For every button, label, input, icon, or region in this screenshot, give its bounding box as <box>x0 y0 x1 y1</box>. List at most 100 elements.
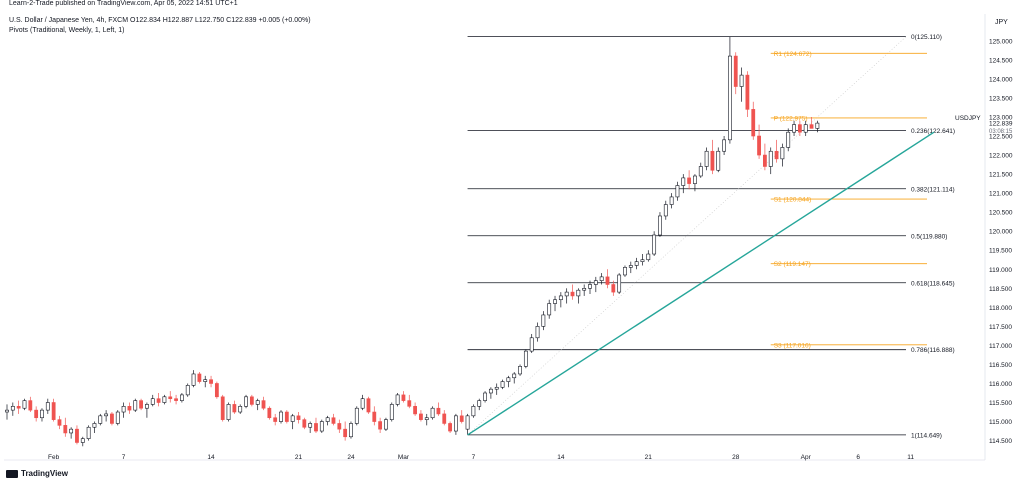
trendline[interactable] <box>467 131 935 436</box>
candle <box>529 333 534 354</box>
candle <box>541 311 546 331</box>
price-tick-label: 119.500 <box>989 248 1012 255</box>
time-tick-label: 11 <box>907 454 914 461</box>
candle <box>459 410 464 424</box>
fib-level-label: 1(114.649) <box>911 432 942 439</box>
price-tick-label: 120.500 <box>989 210 1013 217</box>
price-tick-label: 117.500 <box>989 324 1012 331</box>
candle-body <box>22 400 27 409</box>
candle-body <box>762 154 767 167</box>
candle <box>209 375 213 388</box>
candle <box>98 413 103 426</box>
fib-level-label: 0.236(122.641) <box>911 128 955 135</box>
time-tick-label: Feb <box>48 454 60 461</box>
candle <box>669 193 674 209</box>
candle <box>652 231 657 256</box>
candle <box>261 396 266 411</box>
price-axis[interactable]: 125.000 124.500 124.000 123.500 123.000 122.5… <box>955 14 1013 460</box>
candle-body <box>127 406 132 411</box>
candle-body <box>722 139 726 152</box>
candle-body <box>156 398 161 403</box>
candle <box>80 436 85 447</box>
time-tick-label: 21 <box>645 454 653 461</box>
candle-body <box>284 411 289 422</box>
candle-body <box>302 419 307 428</box>
candle <box>401 391 406 403</box>
candle <box>430 406 435 420</box>
candle <box>238 404 243 414</box>
price-tick-label: 121.500 <box>989 172 1013 179</box>
candle-body <box>308 423 313 428</box>
candle <box>366 396 371 414</box>
candle <box>150 394 155 407</box>
candle <box>290 413 295 430</box>
candle <box>51 398 56 422</box>
candle-body <box>51 402 56 420</box>
candle <box>722 136 726 156</box>
tradingview-logo-icon <box>6 469 18 478</box>
candle <box>226 402 231 422</box>
pivot-level-label: R1 (124.672) <box>774 51 812 58</box>
candle <box>483 391 487 403</box>
candle-body <box>774 150 779 160</box>
candle <box>28 396 33 413</box>
pivot-level-label: S3 (117.016) <box>774 342 811 349</box>
candle <box>407 394 412 409</box>
footer: TradingView <box>0 466 1024 485</box>
candle-body <box>815 122 820 129</box>
candle <box>115 410 120 426</box>
candle <box>22 398 27 411</box>
ascending-trendline[interactable] <box>467 131 935 436</box>
candle <box>547 299 552 319</box>
candle-body <box>384 419 388 430</box>
price-tick-label: 115.500 <box>989 400 1012 407</box>
candle-body <box>314 423 318 432</box>
candle <box>45 398 50 414</box>
candle-body <box>588 284 592 289</box>
symbol-label: USDJPY <box>955 115 981 122</box>
candle-body <box>582 287 587 291</box>
candle-body <box>593 280 598 285</box>
candle-body <box>786 131 791 148</box>
candle <box>174 394 178 405</box>
candle-body <box>751 109 756 137</box>
candle <box>168 391 173 403</box>
candle-body <box>407 400 412 407</box>
candle-body <box>261 400 266 409</box>
price-tick-label: 123.000 <box>989 114 1013 121</box>
candle-body <box>279 411 283 422</box>
candle <box>331 413 336 426</box>
candle <box>191 370 196 388</box>
candle-body <box>558 295 563 301</box>
candle <box>564 288 569 304</box>
price-tick-label: 117.000 <box>989 343 1012 350</box>
candle <box>308 421 313 433</box>
candle-body <box>535 326 540 339</box>
time-tick-label: 24 <box>347 454 355 461</box>
candle-body <box>80 438 85 443</box>
candle-body <box>57 419 62 426</box>
candle-body <box>792 124 796 133</box>
price-chart[interactable]: 0(125.110) 0.236(122.641) 0.382(121.114) 0.… <box>0 0 1024 466</box>
price-tick-label: 116.000 <box>989 381 1012 388</box>
candle <box>203 375 208 388</box>
candle <box>570 284 575 300</box>
candle-body <box>797 124 802 133</box>
candle-body <box>465 415 470 430</box>
candle-body <box>768 150 773 167</box>
time-axis[interactable]: Feb 7 14 21 24 Mar 7 14 21 28 Apr 6 11 <box>4 454 985 461</box>
candle <box>634 257 639 270</box>
candle-body <box>244 396 248 407</box>
candle <box>518 364 522 376</box>
candle <box>395 392 400 407</box>
candle <box>780 143 785 167</box>
price-tick-label: 121.000 <box>989 191 1013 198</box>
tradingview-logo[interactable]: TradingView <box>6 469 68 478</box>
tradingview-brand: TradingView <box>21 469 68 478</box>
fibonacci-retracement: 0(125.110) 0.236(122.641) 0.382(121.114) 0.… <box>467 34 955 439</box>
candle-body <box>430 407 435 419</box>
candle-body <box>541 314 546 327</box>
candle <box>413 402 418 416</box>
candle <box>302 417 307 430</box>
candle <box>63 417 68 437</box>
